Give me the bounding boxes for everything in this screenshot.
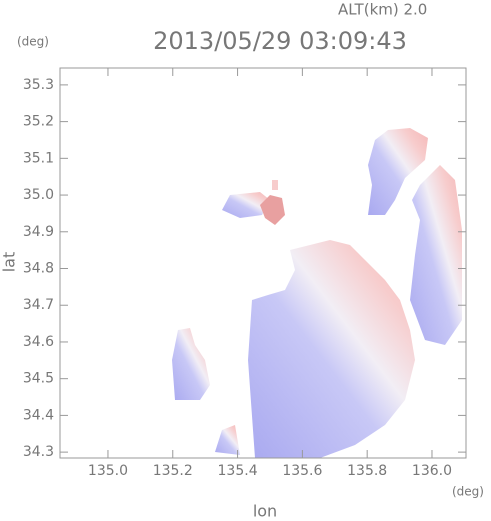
y-tick-label: 34.4 — [23, 407, 54, 423]
x-tick-label: 135.4 — [218, 463, 258, 479]
chart-title: 2013/05/29 03:09:43 — [153, 27, 407, 55]
y-tick-label: 34.5 — [23, 371, 54, 387]
radar-echoes — [172, 128, 462, 458]
y-tick-label: 34.9 — [23, 224, 54, 240]
altitude-label: ALT(km) 2.0 — [338, 1, 427, 19]
y-tick-label: 35.1 — [23, 150, 54, 166]
y-tick-label: 35.2 — [23, 114, 54, 130]
x-tick-label: 136.0 — [412, 463, 452, 479]
plot-frame — [59, 67, 467, 459]
y-tick-label: 35.0 — [23, 187, 54, 203]
y-unit: (deg) — [17, 35, 49, 49]
y-tick-label: 34.8 — [23, 261, 54, 277]
x-axis-label: lon — [253, 502, 277, 521]
x-tick-label: 135.6 — [282, 463, 322, 479]
x-tick-label: 135.2 — [153, 463, 193, 479]
x-tick-label: 135.8 — [347, 463, 387, 479]
y-tick-label: 35.3 — [23, 77, 54, 93]
x-unit: (deg) — [452, 485, 484, 499]
y-tick-label: 34.7 — [23, 297, 54, 313]
x-tick-label: 135.0 — [88, 463, 128, 479]
y-tick-label: 34.3 — [23, 444, 54, 460]
y-axis-label: lat — [0, 252, 19, 273]
y-tick-label: 34.6 — [23, 334, 54, 350]
